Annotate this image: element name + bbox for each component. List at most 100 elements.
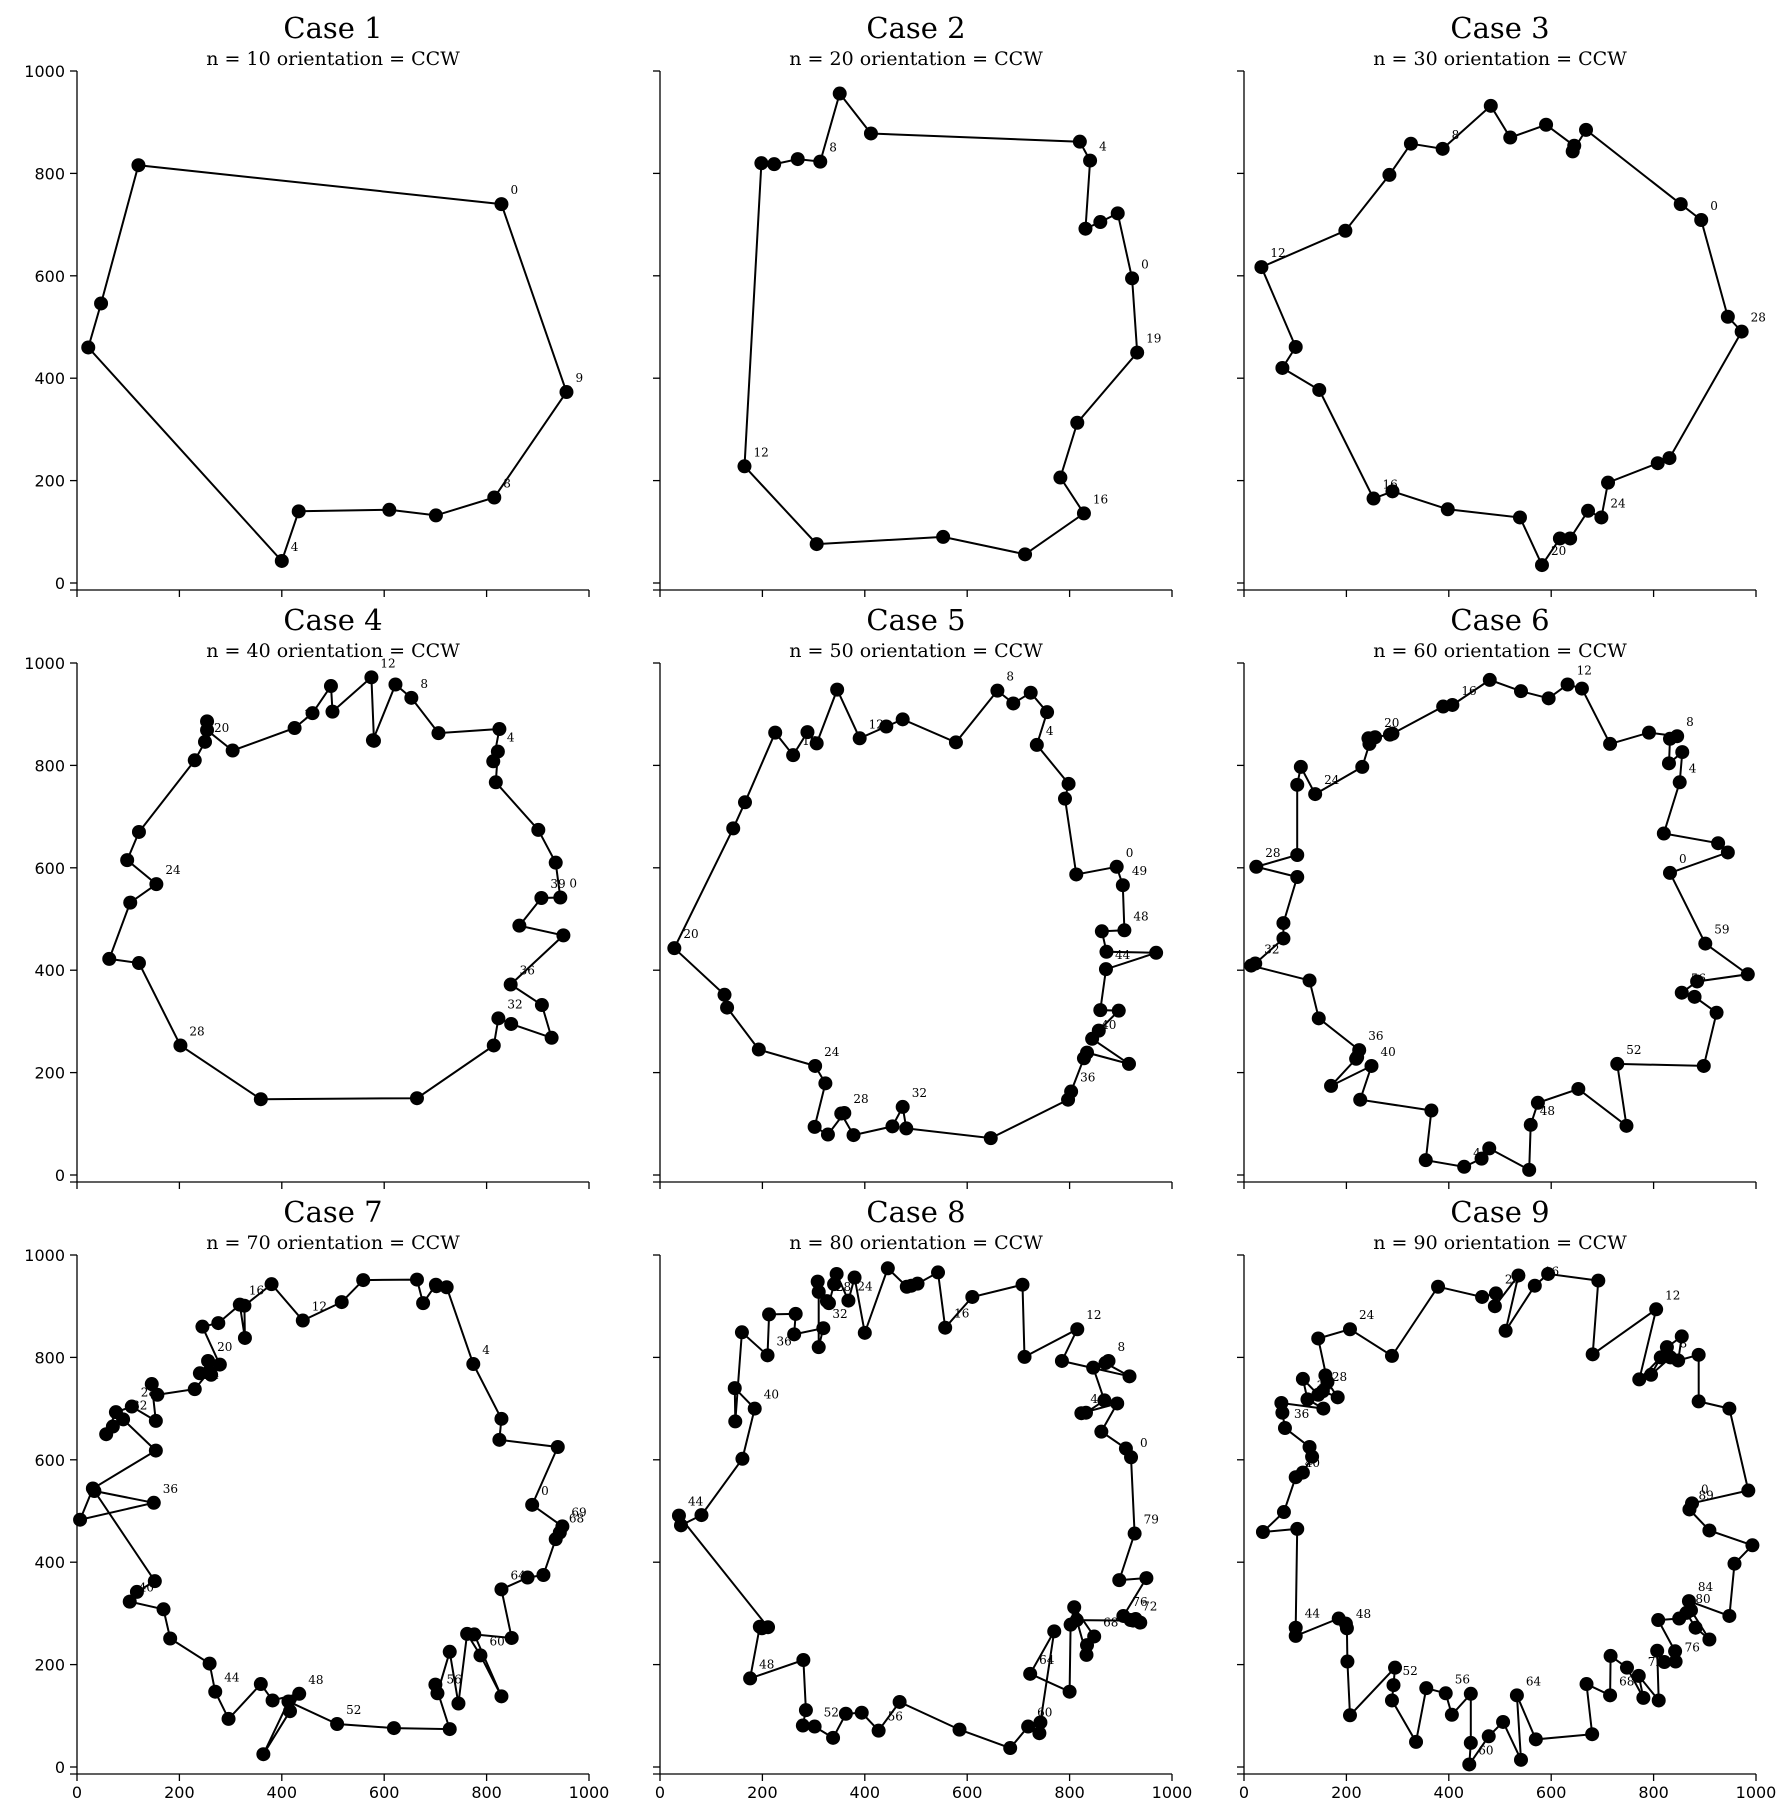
vertex-index-label: 56 — [446, 1672, 461, 1686]
vertex-point — [1511, 1268, 1526, 1283]
vertex-point — [1579, 122, 1594, 137]
vertex-index-label: 4 — [1090, 1392, 1098, 1406]
vertex-point — [1276, 1505, 1291, 1520]
vertex-point — [232, 1297, 247, 1312]
vertex-point — [409, 1091, 424, 1106]
vertex-point — [818, 1076, 833, 1091]
vertex-point — [430, 1686, 445, 1701]
vertex-point — [1403, 136, 1418, 151]
vertex-point — [81, 340, 96, 355]
x-tick-label: 600 — [369, 1783, 400, 1802]
vertex-point — [1053, 470, 1068, 485]
x-tick-label: 600 — [952, 1783, 983, 1802]
vertex-point — [1523, 1117, 1538, 1132]
vertex-point — [1530, 1095, 1545, 1110]
subplot-case-5: Case 5n = 50 orientation = CCW0481216202… — [653, 603, 1173, 1189]
vertex-point — [819, 1294, 834, 1309]
vertex-point — [737, 459, 752, 474]
vertex-point — [863, 126, 878, 141]
y-tick-label: 0 — [55, 574, 65, 593]
vertex-index-label: 44 — [1305, 1607, 1321, 1621]
vertex-point — [1653, 1350, 1668, 1365]
vertex-point — [1603, 1688, 1618, 1703]
vertex-point — [1457, 1159, 1472, 1174]
vertex-point — [553, 890, 568, 905]
y-tick-label: 1000 — [24, 1246, 65, 1265]
vertex-point — [1702, 1523, 1717, 1538]
vertex-index-label: 24 — [1324, 773, 1340, 787]
vertex-point — [1275, 1405, 1290, 1420]
vertex-index-label: 8 — [829, 141, 837, 155]
vertex-point — [795, 1718, 810, 1733]
vertex-point — [146, 1495, 161, 1510]
vertex-point — [1386, 1678, 1401, 1693]
vertex-point — [1111, 1003, 1126, 1018]
vertex-index-label: 8 — [503, 476, 511, 490]
vertex-point — [195, 1319, 210, 1334]
vertex-point — [1534, 558, 1549, 573]
vertex-index-label: 68 — [1619, 1674, 1634, 1688]
vertex-index-label: 16 — [802, 734, 817, 748]
polygon-outline — [107, 675, 566, 1101]
vertex-point — [1435, 141, 1450, 156]
vertex-point — [990, 683, 1005, 698]
vertex-point — [1330, 1390, 1345, 1405]
vertex-point — [1338, 223, 1353, 238]
vertex-point — [148, 1443, 163, 1458]
vertex-point — [265, 1693, 280, 1708]
vertex-point — [1632, 1372, 1647, 1387]
vertex-point — [1552, 531, 1567, 546]
vertex-point — [1509, 1688, 1524, 1703]
vertex-index-label: 20 — [1551, 544, 1566, 558]
vertex-point — [1722, 1608, 1737, 1623]
vertex-point — [428, 1277, 443, 1292]
vertex-point — [356, 1273, 371, 1288]
vertex-point — [879, 719, 894, 734]
vertex-point — [559, 385, 574, 400]
vertex-index-label: 89 — [1698, 1488, 1713, 1502]
vertex-point — [202, 1364, 217, 1379]
subplot-title: Case 2 — [866, 11, 965, 45]
vertex-point — [1431, 1279, 1446, 1294]
vertex-index-label: 36 — [1368, 1029, 1383, 1043]
vertex-point — [1288, 1628, 1303, 1643]
vertex-point — [131, 158, 146, 173]
vertex-index-label: 9 — [575, 371, 583, 385]
vertex-point — [1440, 502, 1455, 517]
subplot-title: Case 7 — [283, 1195, 382, 1229]
vertex-point — [503, 977, 518, 992]
vertex-point — [752, 1619, 767, 1634]
vertex-point — [1720, 845, 1735, 860]
vertex-point — [1579, 1677, 1594, 1692]
vertex-point — [838, 1706, 853, 1721]
vertex-point — [1539, 117, 1554, 132]
vertex-point — [116, 1412, 131, 1427]
vertex-index-label: 12 — [1577, 664, 1592, 678]
vertex-point — [382, 502, 397, 517]
vertex-index-label: 56 — [888, 1710, 903, 1724]
vertex-index-label: 49 — [1132, 864, 1147, 878]
vertex-index-label: 16 — [1544, 1265, 1559, 1279]
vertex-point — [1527, 1278, 1542, 1293]
vertex-point — [102, 951, 117, 966]
vertex-point — [832, 86, 847, 101]
vertex-point — [428, 508, 443, 523]
vertex-point — [295, 1313, 310, 1328]
x-tick-label: 1000 — [1152, 1783, 1193, 1802]
vertex-point — [830, 682, 845, 697]
subplot-case-1: Case 1 n = 10 orientation = CCW 0 200 400 600… — [24, 11, 590, 597]
vertex-point — [149, 877, 164, 892]
vertex-point — [1409, 1734, 1424, 1749]
vertex-index-label: 16 — [1461, 684, 1476, 698]
vertex-point — [671, 1508, 686, 1523]
vertex-point — [728, 1414, 743, 1429]
subplot-subtitle: n = 60 orientation = CCW — [1373, 640, 1627, 662]
vertex-point — [409, 1272, 424, 1287]
vertex-point — [880, 1261, 895, 1276]
vertex-index-label: 40 — [139, 1581, 154, 1595]
vertex-point — [208, 1684, 223, 1699]
vertex-point — [885, 1119, 900, 1134]
vertex-point — [1064, 1084, 1079, 1099]
vertex-point — [807, 1719, 822, 1734]
subplot-subtitle: n = 80 orientation = CCW — [789, 1232, 1043, 1254]
